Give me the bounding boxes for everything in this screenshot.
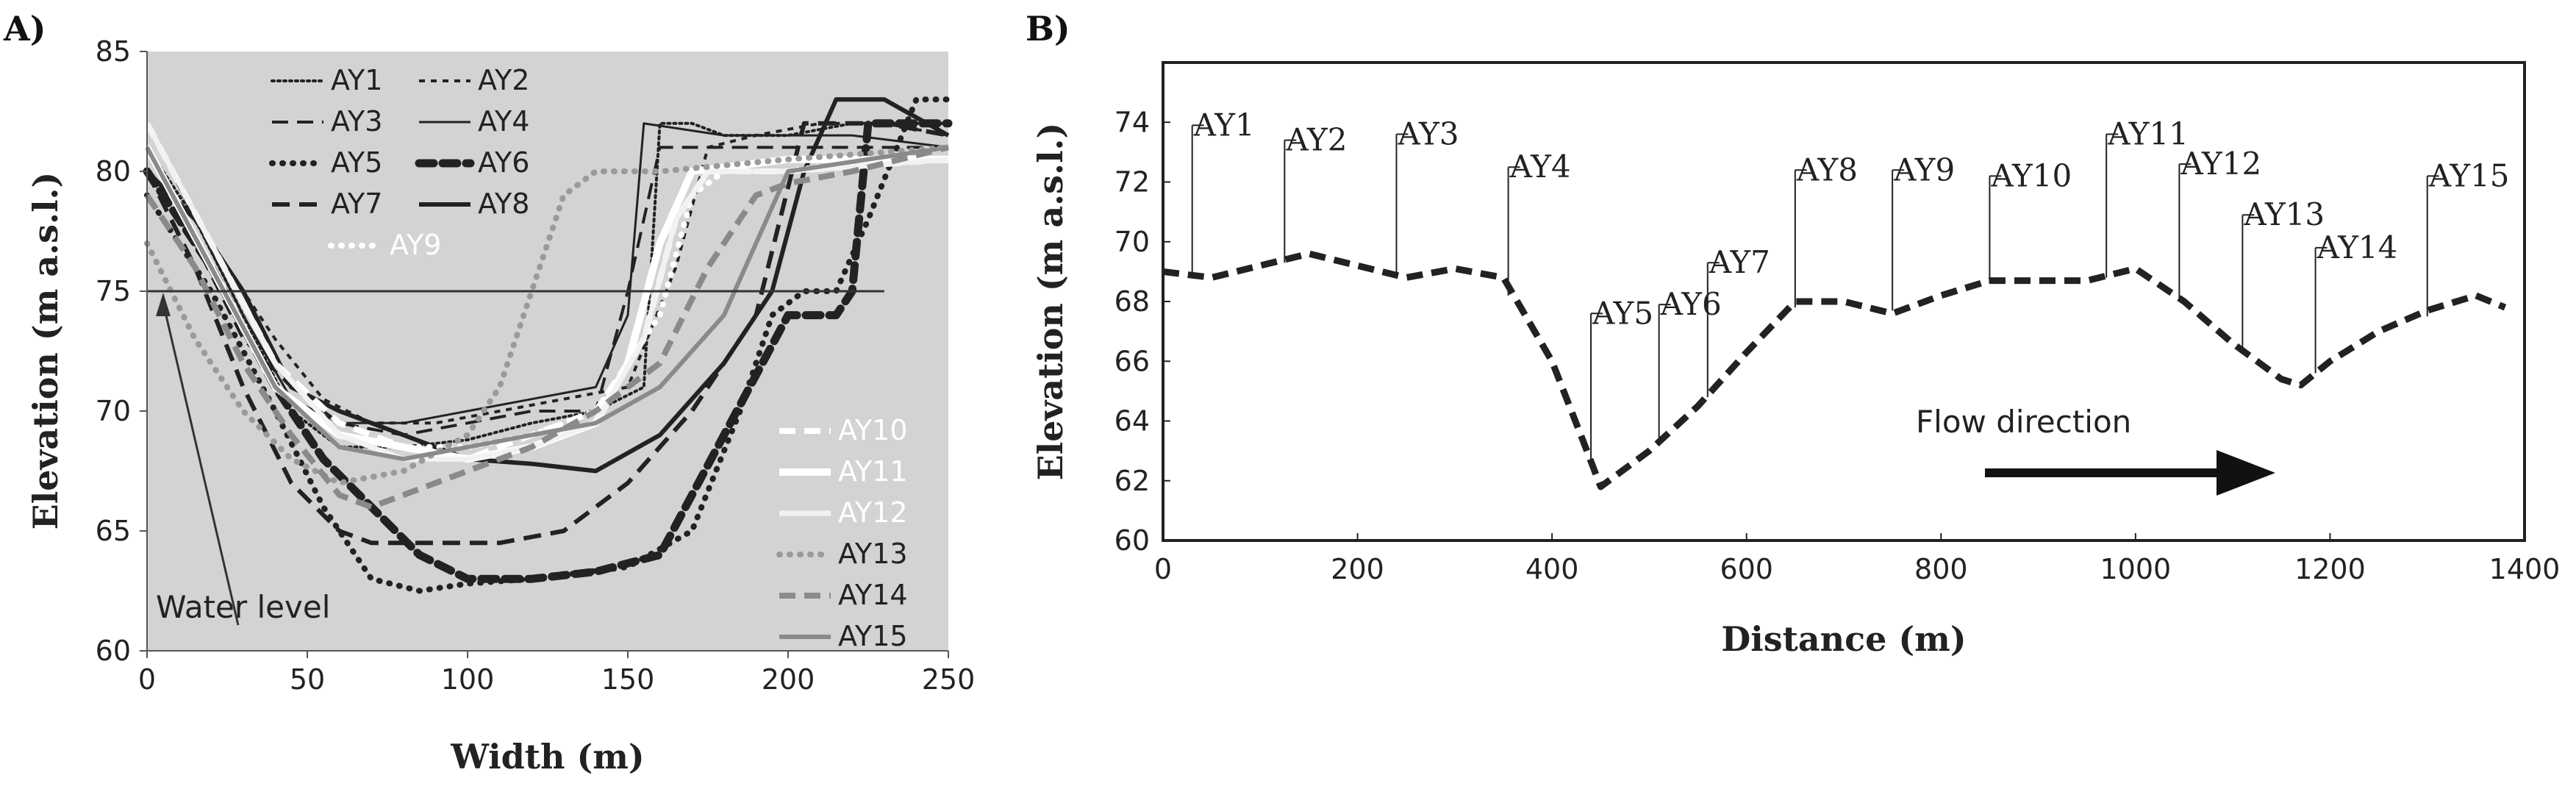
panel-a-y-ticks: 60 65 70 75 80 85 xyxy=(96,35,147,667)
site-label-ay15: AY15 xyxy=(2428,157,2510,193)
site-label-ay4: AY4 xyxy=(1509,149,1571,185)
site-label-ay2: AY2 xyxy=(1285,122,1347,158)
x-tick-label: 100 xyxy=(441,663,495,696)
site-label-ay14: AY14 xyxy=(2316,229,2398,265)
y-tick-label: 66 xyxy=(1115,345,1150,377)
x-tick-label: 200 xyxy=(762,663,815,696)
site-label-ay10: AY10 xyxy=(1990,157,2072,193)
y-tick-label: 75 xyxy=(96,275,131,307)
site-label-ay3: AY3 xyxy=(1397,116,1459,152)
flow-direction-label: Flow direction xyxy=(1916,404,2131,440)
panel-a: A) 0 50 100 150 200 250 60 65 70 75 80 85 Width (m… xyxy=(3,9,975,777)
figure: A) 0 50 100 150 200 250 60 65 70 75 80 85 Width (m… xyxy=(0,0,2576,792)
x-tick-label: 0 xyxy=(1154,553,1172,585)
legend-label: AY10 xyxy=(838,414,908,446)
panel-a-x-ticks: 0 50 100 150 200 250 xyxy=(138,651,975,696)
x-tick-label: 200 xyxy=(1331,553,1384,585)
x-tick-label: 250 xyxy=(922,663,976,696)
water-level-annotation: Water level xyxy=(156,589,330,625)
y-tick-label: 60 xyxy=(96,635,131,667)
x-tick-label: 1000 xyxy=(2100,553,2171,585)
legend-label: AY12 xyxy=(838,496,908,529)
site-label-ay6: AY6 xyxy=(1660,286,1722,322)
y-tick-label: 60 xyxy=(1115,524,1150,557)
panel-b-y-axis-title: Elevation (m a.s.l.) xyxy=(1031,123,1070,481)
panel-b-label: B) xyxy=(1026,9,1070,49)
legend-label: AY5 xyxy=(331,146,382,179)
y-tick-label: 74 xyxy=(1115,106,1150,138)
site-label-ay9: AY9 xyxy=(1893,151,1955,188)
legend-label: AY3 xyxy=(331,105,382,138)
y-tick-label: 70 xyxy=(1115,226,1150,258)
panel-b-plot-frame xyxy=(1163,63,2525,541)
y-tick-label: 72 xyxy=(1115,166,1150,199)
panel-a-label: A) xyxy=(3,9,46,49)
profile-line xyxy=(1163,254,2505,487)
site-label-ay12: AY12 xyxy=(2180,146,2261,182)
legend-label: AY4 xyxy=(478,105,529,138)
y-tick-label: 68 xyxy=(1115,285,1150,318)
legend-label: AY11 xyxy=(838,455,908,488)
y-tick-label: 65 xyxy=(96,515,131,547)
legend-label: AY1 xyxy=(331,64,382,96)
site-label-ay1: AY1 xyxy=(1193,107,1255,143)
legend-label: AY13 xyxy=(838,538,908,570)
site-label-ay13: AY13 xyxy=(2243,196,2325,232)
panel-b-x-axis-title: Distance (m) xyxy=(1721,619,1966,659)
y-tick-label: 64 xyxy=(1115,405,1150,438)
x-tick-label: 150 xyxy=(601,663,655,696)
legend-label: AY2 xyxy=(478,64,529,96)
site-label-ay8: AY8 xyxy=(1796,151,1858,188)
y-tick-label: 85 xyxy=(96,35,131,68)
site-label-ay5: AY5 xyxy=(1592,295,1653,331)
y-tick-label: 62 xyxy=(1115,465,1150,497)
panel-b-series-group xyxy=(1163,254,2505,487)
panel-a-x-axis-title: Width (m) xyxy=(450,737,644,777)
legend-label: AY6 xyxy=(478,146,529,179)
y-tick-label: 70 xyxy=(96,395,131,427)
site-label-ay7: AY7 xyxy=(1709,244,1770,280)
x-tick-label: 600 xyxy=(1720,553,1773,585)
legend-label: AY15 xyxy=(838,620,908,652)
y-tick-label: 80 xyxy=(96,155,131,188)
x-tick-label: 1400 xyxy=(2489,553,2561,585)
x-tick-label: 400 xyxy=(1525,553,1579,585)
legend-label: AY9 xyxy=(390,229,441,261)
panel-a-y-axis-title: Elevation (m a.s.l.) xyxy=(26,172,65,530)
legend-label: AY8 xyxy=(478,188,529,220)
x-tick-label: 0 xyxy=(138,663,156,696)
flow-direction-arrow-head xyxy=(2217,450,2275,496)
site-label-ay11: AY11 xyxy=(2107,116,2189,152)
x-tick-label: 50 xyxy=(290,663,325,696)
x-tick-label: 800 xyxy=(1914,553,1968,585)
legend-label: AY14 xyxy=(838,579,908,611)
legend-label: AY7 xyxy=(331,188,382,220)
x-tick-label: 1200 xyxy=(2294,553,2366,585)
